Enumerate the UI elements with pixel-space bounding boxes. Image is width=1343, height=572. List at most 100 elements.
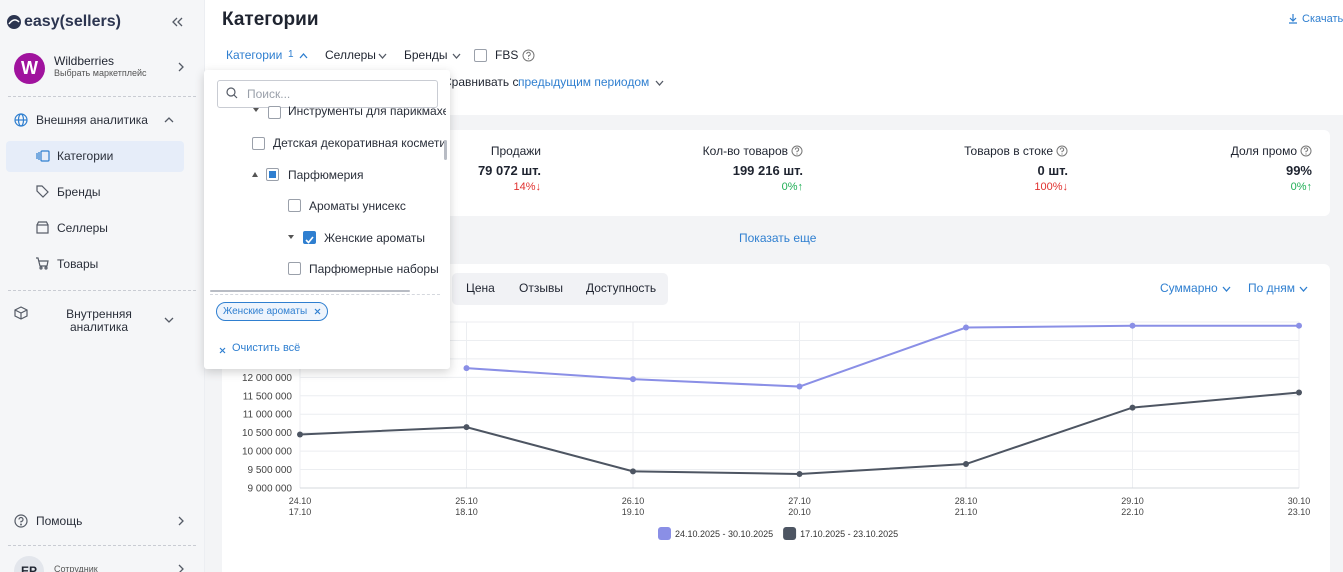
clear-icon[interactable] (219, 347, 226, 354)
metric-label-row: Товаров в стоке (964, 144, 1068, 158)
filter-brands[interactable]: Бренды (404, 48, 448, 62)
data-point (963, 324, 969, 331)
nav-item[interactable]: Селлеры (57, 221, 108, 235)
checkbox-checked[interactable] (303, 231, 316, 244)
legend-label: 24.10.2025 - 30.10.2025 (675, 529, 773, 539)
checkbox[interactable] (288, 262, 301, 275)
help-icon[interactable] (791, 145, 803, 157)
box-icon (14, 306, 28, 320)
metric-value: 79 072 шт. (477, 163, 541, 178)
help-icon (14, 514, 28, 528)
tree: Инструменты для парикмахеров Детская дек… (204, 106, 446, 290)
y-tick-label: 10 000 000 (242, 447, 292, 458)
chevron[interactable] (164, 117, 174, 123)
tree-item[interactable]: Женские ароматы (324, 231, 425, 245)
show-more[interactable]: Показать еще (739, 231, 817, 245)
nav-item[interactable]: Бренды (57, 185, 101, 199)
expand-icon[interactable] (252, 172, 258, 177)
category-dropdown: Поиск... Инструменты для парикмахеров Де… (204, 70, 450, 369)
chevron[interactable] (1222, 286, 1231, 292)
filter-sellers[interactable]: Селлеры (325, 48, 376, 62)
data-point (796, 383, 803, 390)
tree-item[interactable]: Детская декоративная косметика (273, 136, 446, 150)
tab[interactable]: Цена (466, 281, 495, 295)
search-box[interactable] (217, 80, 438, 108)
help-icon[interactable] (1056, 145, 1068, 157)
data-point (1296, 322, 1302, 329)
tree-item[interactable]: Парфюмерия (288, 168, 364, 182)
metric-change: 0%↑ (781, 181, 803, 193)
y-tick-label: 11 500 000 (243, 391, 293, 402)
data-point (463, 424, 470, 431)
chevron[interactable] (164, 317, 174, 323)
data-point (963, 461, 969, 468)
series-line (466, 324, 1299, 388)
metric-label: Кол-во товаров (702, 144, 788, 158)
metric-change: 100%↓ (1034, 181, 1068, 193)
x-tick-label: 24.10 (289, 496, 312, 506)
marketplace-avatar: W (14, 53, 45, 84)
filter-categories[interactable]: Категории (226, 48, 283, 62)
nav-item[interactable]: Товары (57, 257, 99, 271)
chevron[interactable] (178, 516, 184, 526)
x-tick-label-compare: 17.10 (289, 507, 312, 517)
chevron[interactable] (178, 62, 184, 72)
user-role[interactable]: Сотрудник (54, 564, 98, 572)
x-tick-label-compare: 22.10 (1121, 507, 1144, 517)
x-tick-label-compare: 23.10 (1288, 507, 1311, 517)
filter-fbs[interactable]: FBS (495, 48, 519, 62)
nav-item[interactable]: Категории (57, 149, 114, 163)
chevron[interactable] (655, 80, 664, 86)
tree-item[interactable]: Ароматы унисекс (309, 199, 406, 213)
metric-change: 14%↓ (513, 181, 541, 193)
checkbox[interactable] (252, 137, 265, 150)
nav-section[interactable]: Внутренняя (66, 307, 132, 321)
help-link[interactable]: Помощь (36, 514, 83, 528)
chip-remove[interactable] (314, 308, 321, 315)
metric-value: 199 216 шт. (732, 163, 803, 178)
period-select[interactable]: По дням (1248, 281, 1296, 295)
checkbox[interactable] (288, 199, 301, 212)
download-link[interactable]: Скачать (1302, 13, 1343, 25)
data-point (630, 376, 636, 383)
x-tick-label-compare: 18.10 (455, 507, 478, 517)
chevron[interactable] (378, 53, 387, 59)
chevron[interactable] (299, 53, 308, 59)
x-tick-label-compare: 21.10 (955, 507, 978, 517)
fbs-checkbox[interactable] (474, 49, 487, 62)
nav-section[interactable]: аналитика (69, 320, 129, 334)
search-icon (226, 87, 238, 99)
marketplace-hint[interactable]: Выбрать маркетплейс (54, 68, 147, 78)
expand-icon[interactable] (288, 235, 294, 240)
help-icon[interactable] (1300, 145, 1312, 157)
marketplace-name[interactable]: Wildberries (54, 54, 115, 68)
chevron[interactable] (452, 53, 461, 59)
expand-icon[interactable] (253, 108, 259, 113)
compare-period[interactable]: предыдущим периодом (518, 75, 650, 89)
nav-icon (36, 185, 49, 198)
tree-item[interactable]: Инструменты для парикмахеров (288, 106, 446, 118)
sidebar: easy(sellers) W Wildberries Выбрать марк… (0, 0, 205, 572)
separator (8, 96, 196, 97)
x-tick-label-compare: 19.10 (622, 507, 645, 517)
collapse-icon[interactable] (172, 17, 184, 27)
selected-chip[interactable]: Женские ароматы (216, 302, 329, 321)
nav-active-bg (6, 141, 184, 172)
nav-section[interactable]: Внешняя аналитика (36, 113, 148, 127)
help-icon[interactable] (522, 49, 535, 62)
checkbox[interactable] (266, 168, 279, 181)
tab[interactable]: Доступность (586, 281, 657, 295)
tree-item[interactable]: Парфюмерные наборы (309, 262, 439, 276)
chevron[interactable] (1299, 286, 1308, 292)
logo[interactable]: easy(sellers) (24, 13, 121, 30)
scrollbar[interactable] (444, 140, 447, 160)
download-icon[interactable] (1288, 13, 1298, 24)
checkbox[interactable] (268, 106, 281, 119)
tab[interactable]: Отзывы (519, 281, 563, 295)
clear-all[interactable]: Очистить всё (232, 342, 301, 354)
y-tick-label: 11 000 000 (243, 410, 293, 421)
scrollbar-horizontal[interactable] (210, 290, 410, 292)
aggregation-select[interactable]: Суммарно (1160, 281, 1218, 295)
compare-label: Сравнивать с (443, 75, 519, 89)
search-placeholder: Поиск... (247, 87, 291, 101)
